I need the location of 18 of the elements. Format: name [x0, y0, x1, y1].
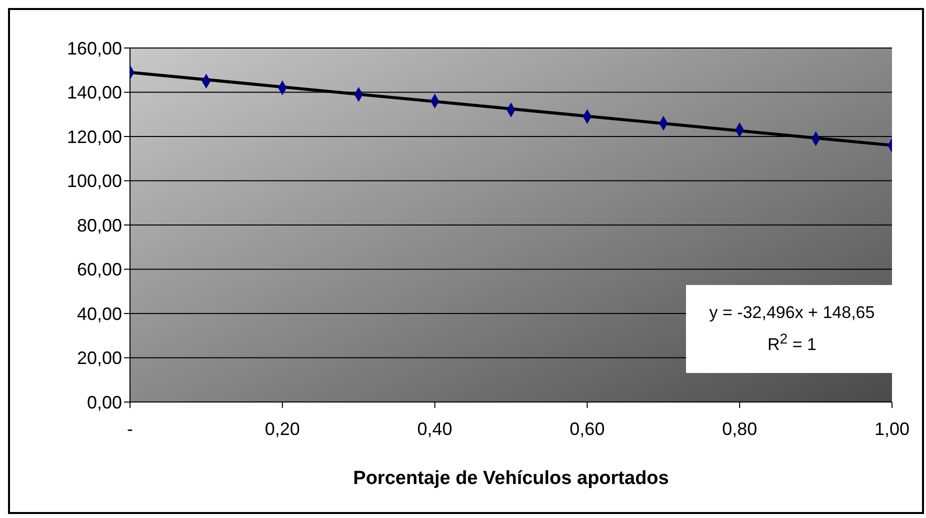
x-tick-label: 0,80 [722, 418, 758, 439]
y-tick-label: 0,00 [86, 392, 122, 412]
x-axis-title: Porcentaje de Vehículos aportados [353, 468, 669, 489]
y-tick-label: 80,00 [76, 215, 122, 236]
y-tick-label: 100,00 [66, 171, 122, 192]
x-tick-label: 0,20 [264, 418, 300, 439]
y-tick-label: 60,00 [76, 260, 122, 280]
y-tick-label: 140,00 [66, 82, 122, 103]
x-tick-label: - [127, 418, 133, 439]
annotation: R$^{2}$ = 1 [768, 331, 816, 354]
x-tick-label: 0,60 [570, 418, 605, 439]
y-tick-label: 120,00 [66, 126, 122, 147]
y-tick-label: 160,00 [66, 38, 122, 58]
y-tick-label: 40,00 [76, 304, 122, 324]
y-tick-label: 20,00 [76, 348, 122, 368]
x-tick-label: 1,00 [874, 418, 910, 439]
annotation: y = -32,496x + 148,65 [709, 303, 875, 322]
x-tick-label: 0,40 [417, 418, 452, 439]
